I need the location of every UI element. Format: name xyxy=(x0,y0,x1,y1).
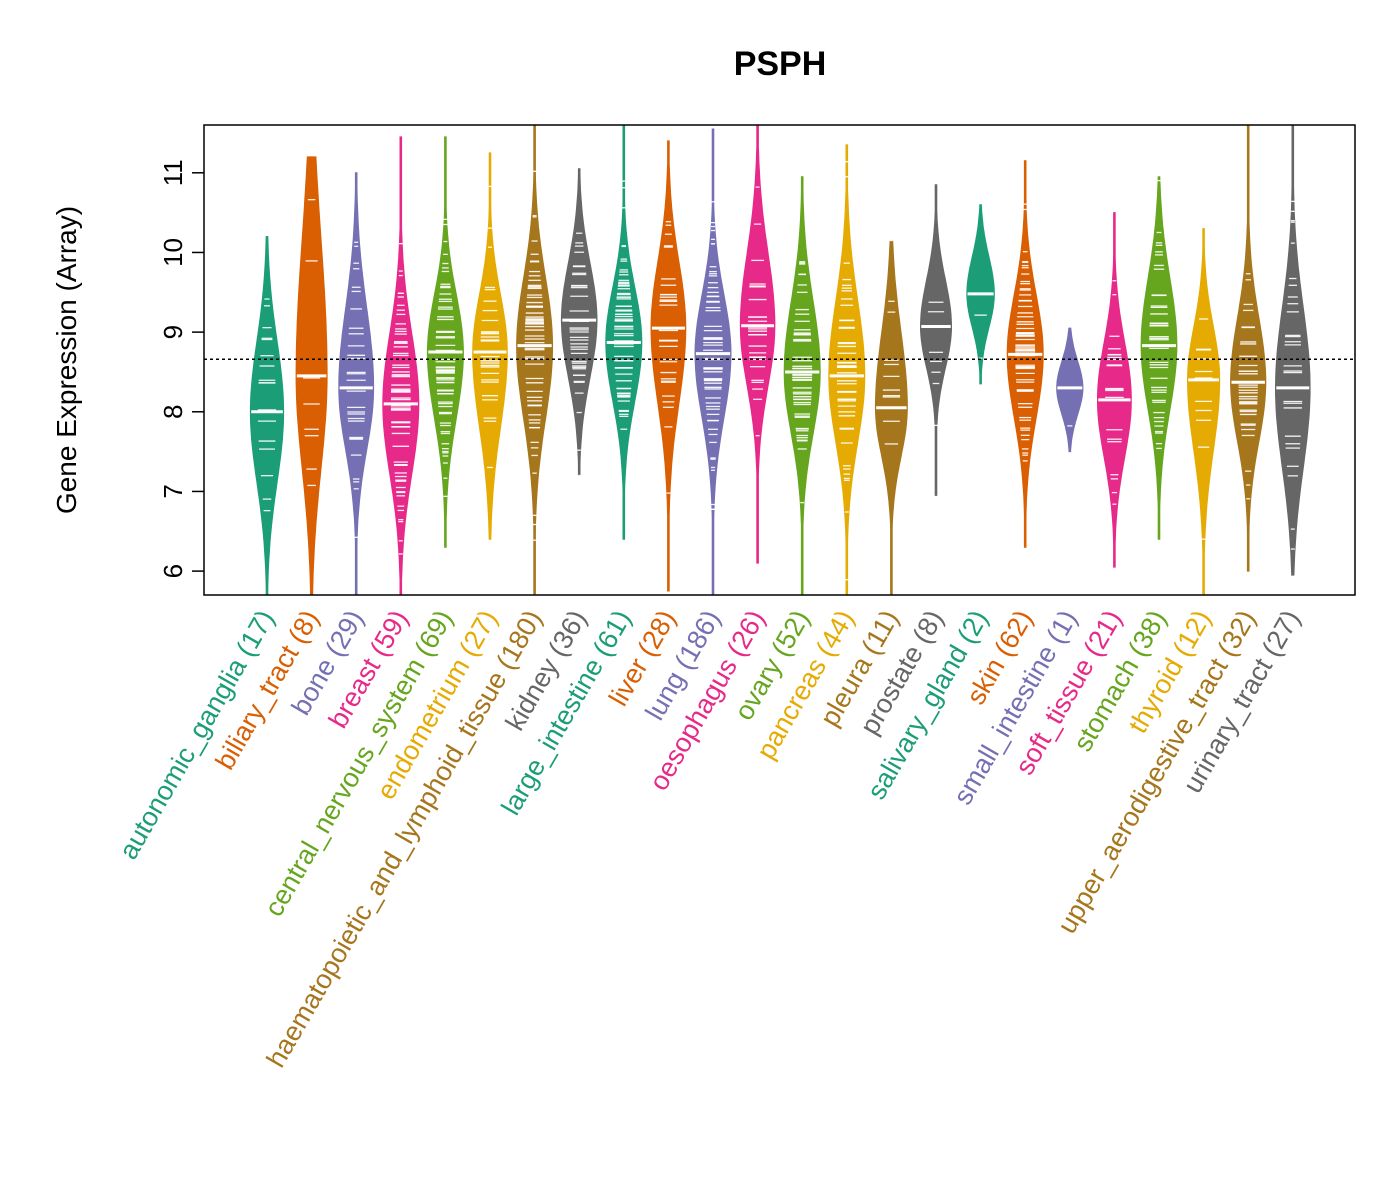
violin-skin xyxy=(1006,160,1044,548)
violin-prostate xyxy=(920,184,952,496)
violin-biliary_tract xyxy=(295,156,328,596)
plot-frame xyxy=(203,124,1356,596)
violin-central_nervous_system xyxy=(426,136,464,548)
violin-pleura xyxy=(874,239,908,596)
violin-salivary_gland xyxy=(966,204,995,385)
violin-body xyxy=(249,236,285,596)
violin-body xyxy=(560,168,598,476)
violin-body xyxy=(1230,124,1267,572)
x-axis-labels: autonomic_ganglia (17)biliary_tract (8)b… xyxy=(113,605,1306,1072)
violin-lung xyxy=(694,128,732,596)
violin-ovary xyxy=(783,176,821,596)
y-axis-label: Gene Expression (Array) xyxy=(51,206,82,514)
violin-endometrium xyxy=(472,152,508,540)
violin-oesophagus xyxy=(739,124,776,564)
violin-body xyxy=(694,128,732,596)
violin-liver xyxy=(650,140,687,592)
violin-body xyxy=(472,152,508,540)
violin-breast xyxy=(382,136,420,596)
violin-body xyxy=(874,240,908,596)
chart-title: PSPH xyxy=(734,45,827,83)
violin-body xyxy=(783,176,821,596)
violin-body xyxy=(382,136,420,596)
violin-urinary_tract xyxy=(1275,124,1311,576)
violin-body xyxy=(920,184,952,496)
violin-stomach xyxy=(1140,176,1178,540)
violin-kidney xyxy=(560,168,598,477)
y-tick-label: 9 xyxy=(158,325,188,339)
violin-upper_aerodigestive_tract xyxy=(1230,124,1267,572)
violin-body xyxy=(1275,124,1311,576)
violin-bone xyxy=(338,172,375,596)
violins-layer xyxy=(249,124,1311,596)
violin-thyroid xyxy=(1186,228,1221,596)
y-axis: 6 7 8 9 10 11 xyxy=(158,159,204,578)
violin-autonomic_ganglia xyxy=(249,236,285,596)
y-tick-label: 6 xyxy=(158,564,188,578)
violin-body xyxy=(828,144,866,596)
violin-body xyxy=(650,140,687,592)
violin-body xyxy=(426,136,464,548)
y-tick-label: 8 xyxy=(158,405,188,419)
y-tick-label: 10 xyxy=(158,238,188,267)
violin-small_intestine xyxy=(1056,327,1084,453)
violin-soft_tissue xyxy=(1097,212,1132,568)
y-tick-label: 11 xyxy=(158,159,188,186)
violin-large_intestine xyxy=(605,124,643,540)
violin-pancreas xyxy=(828,144,866,596)
violin-haematopoietic_and_lymphoid_tissue xyxy=(516,124,554,596)
violin-body xyxy=(739,124,776,564)
y-tick-label: 7 xyxy=(158,484,188,498)
violin-body xyxy=(1140,176,1178,540)
violin-body xyxy=(1056,327,1084,453)
violin-body xyxy=(338,172,375,596)
violin-body xyxy=(1186,228,1221,596)
